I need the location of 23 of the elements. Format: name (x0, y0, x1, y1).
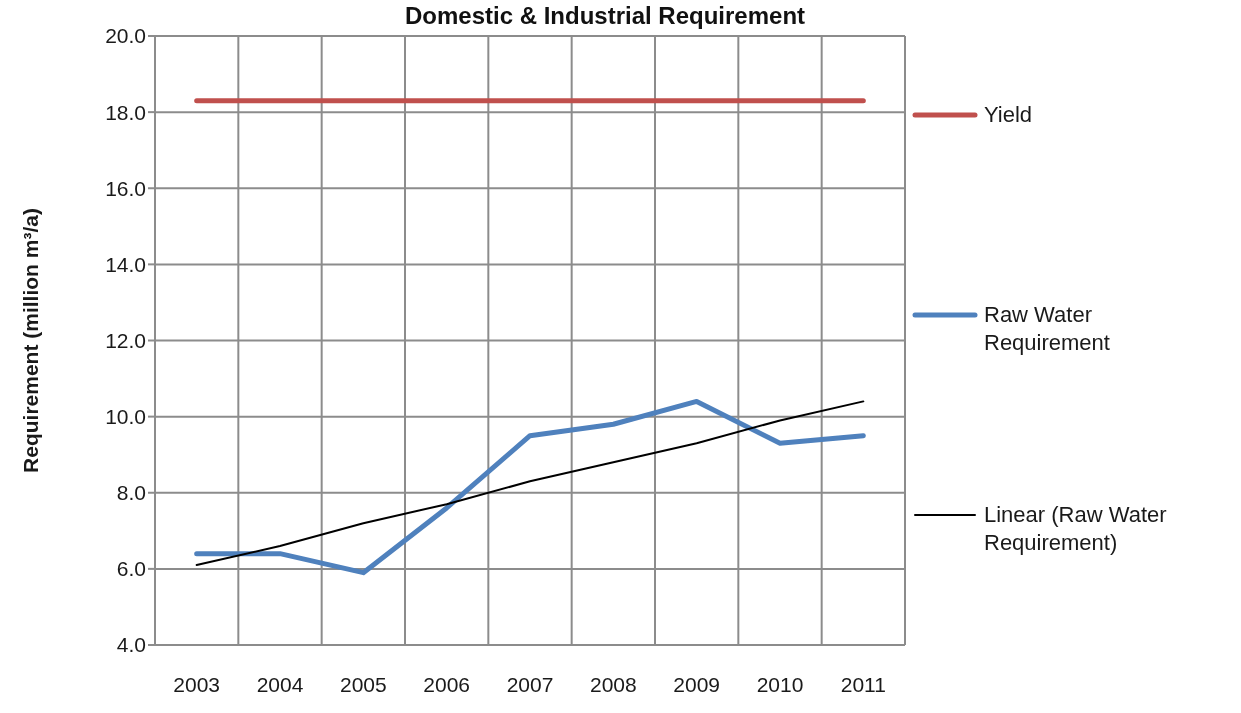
y-tick-label: 14.0 (105, 252, 146, 276)
y-axis-title: Requirement (million m³/a) (18, 208, 42, 473)
legend-label: Yield (984, 101, 1034, 129)
chart-title: Domestic & Industrial Requirement (404, 2, 806, 29)
y-tick-label: 10.0 (105, 405, 146, 429)
y-tick-label: 12.0 (105, 328, 146, 352)
legend-label: Raw Water Requirement (984, 301, 1111, 357)
x-tick-label: 2005 (339, 672, 387, 696)
x-tick-label: 2008 (589, 672, 637, 696)
x-tick-label: 2010 (756, 672, 804, 696)
x-tick-label: 2009 (673, 672, 721, 696)
legend-label: Linear (Raw Water Requirement) (984, 501, 1168, 557)
y-tick-label: 6.0 (116, 557, 146, 581)
y-tick-label: 4.0 (116, 633, 146, 657)
x-tick-label: 2011 (840, 672, 886, 696)
y-tick-label: 16.0 (105, 176, 146, 200)
x-tick-label: 2004 (256, 672, 304, 696)
y-tick-label: 20.0 (105, 24, 146, 48)
x-tick-label: 2003 (173, 672, 221, 696)
y-tick-label: 8.0 (116, 481, 146, 505)
y-tick-label: 18.0 (105, 100, 146, 124)
x-tick-label: 2006 (423, 672, 471, 696)
x-tick-label: 2007 (506, 672, 554, 696)
